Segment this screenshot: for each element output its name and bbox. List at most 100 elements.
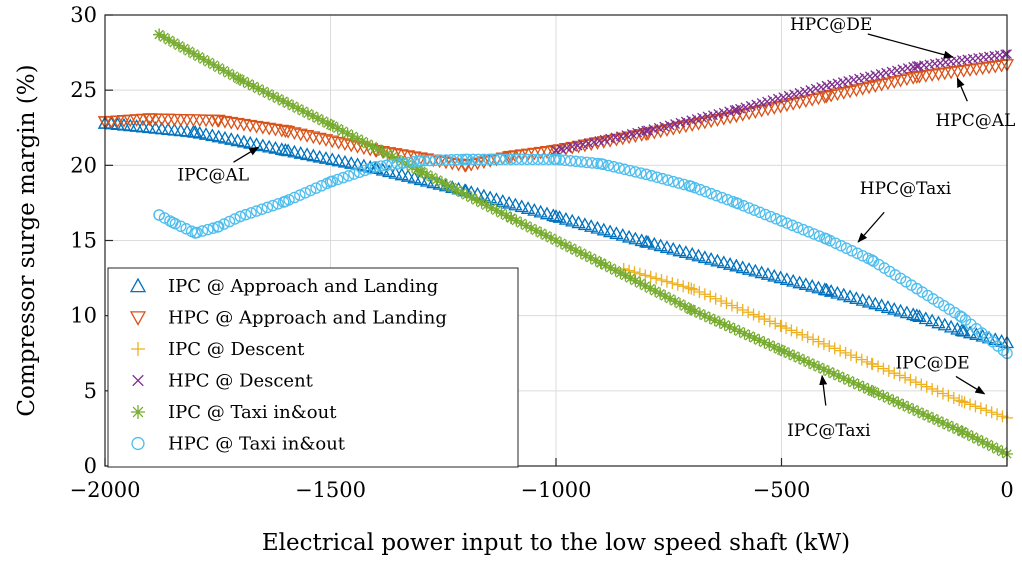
data-point — [893, 303, 908, 317]
data-point — [274, 142, 289, 156]
data-point — [820, 233, 833, 245]
data-point — [918, 69, 933, 83]
data-point — [773, 270, 788, 284]
data-point — [704, 115, 719, 129]
data-point — [129, 277, 147, 293]
data-point — [655, 274, 668, 287]
data-point — [803, 356, 816, 369]
data-point — [647, 236, 662, 250]
data-point — [551, 145, 561, 156]
data-point — [693, 307, 706, 320]
data-point — [874, 78, 889, 92]
data-point — [324, 176, 337, 188]
data-point — [808, 228, 820, 240]
data-point — [640, 168, 652, 181]
data-point — [698, 288, 711, 301]
data-point — [318, 151, 334, 164]
data-point — [969, 400, 982, 413]
data-point — [460, 189, 473, 202]
data-point — [775, 215, 788, 227]
data-point — [797, 223, 809, 236]
data-point — [899, 371, 912, 384]
x-tick-label: −1000 — [520, 478, 591, 502]
x-tick-label: 0 — [1000, 478, 1013, 502]
data-point — [911, 61, 922, 72]
data-point — [953, 394, 966, 407]
data-point — [966, 430, 979, 443]
data-point — [402, 156, 414, 169]
data-point — [644, 282, 657, 295]
data-point — [847, 376, 860, 389]
data-point — [781, 217, 793, 229]
data-point — [546, 208, 561, 222]
data-point — [501, 195, 517, 209]
y-axis-label: Compressor surge margin (%) — [14, 64, 40, 416]
data-point — [666, 241, 681, 255]
data-point — [733, 325, 746, 338]
data-point — [595, 158, 607, 170]
data-point — [480, 199, 493, 212]
annotation-arrow — [819, 374, 828, 406]
data-point — [287, 144, 302, 158]
data-point — [850, 351, 863, 364]
data-point — [187, 47, 200, 60]
data-point — [252, 82, 265, 95]
data-point — [969, 327, 984, 340]
data-point — [599, 259, 612, 272]
data-point — [964, 398, 977, 411]
data-point — [758, 313, 771, 326]
data-point — [639, 279, 652, 292]
data-point — [842, 289, 858, 303]
data-point — [192, 125, 207, 139]
data-point — [495, 194, 510, 207]
data-point — [230, 133, 245, 147]
data-point — [956, 64, 971, 78]
data-point — [615, 228, 630, 241]
data-point — [628, 266, 641, 279]
data-point — [618, 163, 631, 176]
data-point — [887, 394, 900, 407]
data-point — [574, 246, 587, 259]
data-point — [807, 333, 820, 346]
data-point — [805, 278, 820, 292]
data-point — [958, 396, 971, 409]
data-point — [922, 410, 935, 423]
data-point — [316, 114, 329, 127]
data-point — [324, 118, 337, 131]
data-point — [862, 383, 875, 396]
data-point — [396, 157, 409, 169]
data-point — [366, 140, 379, 153]
data-point — [570, 155, 582, 168]
data-point — [792, 96, 807, 110]
x-tick-label: −2000 — [69, 478, 140, 502]
data-point — [779, 272, 795, 285]
data-point — [865, 384, 878, 397]
data-point — [874, 298, 889, 312]
legend-label: IPC @ Descent — [168, 339, 305, 360]
data-point — [650, 272, 663, 285]
data-point — [294, 189, 306, 201]
data-point — [336, 125, 349, 138]
data-point — [892, 396, 905, 409]
data-point — [293, 146, 308, 159]
data-point — [520, 201, 536, 214]
series-circle — [153, 153, 1013, 359]
data-point — [688, 305, 701, 318]
data-point — [986, 440, 999, 453]
data-point — [306, 109, 319, 122]
data-point — [211, 221, 224, 233]
data-point — [375, 160, 387, 172]
data-point — [455, 186, 468, 199]
data-point — [857, 381, 870, 394]
data-point — [748, 332, 761, 345]
data-point — [539, 206, 555, 220]
data-point — [704, 251, 719, 265]
data-point — [192, 114, 207, 128]
data-point — [837, 372, 850, 385]
data-point — [310, 182, 322, 194]
data-point — [346, 130, 359, 143]
data-point — [613, 162, 625, 174]
data-point — [207, 222, 219, 234]
data-point — [783, 347, 796, 360]
